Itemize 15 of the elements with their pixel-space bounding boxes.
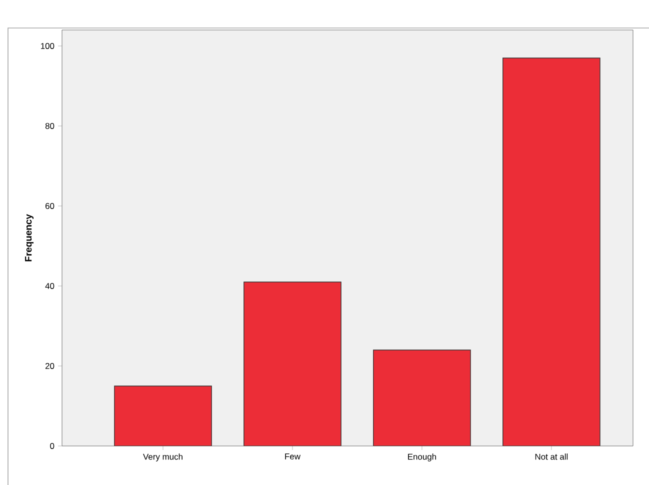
bar xyxy=(114,386,212,446)
y-tick-label: 0 xyxy=(50,442,54,449)
y-tick-label: 80 xyxy=(45,122,54,129)
y-tick-label: 100 xyxy=(41,42,54,49)
y-axis-title: Frequency xyxy=(25,214,34,262)
y-tick-label: 60 xyxy=(46,202,54,209)
x-tick-label: Enough xyxy=(408,454,436,462)
y-tick-label: 20 xyxy=(45,362,54,369)
bar xyxy=(373,350,471,446)
bar xyxy=(502,58,600,446)
bar xyxy=(244,282,342,446)
y-tick-label: 40 xyxy=(45,282,54,289)
x-tick-label: Few xyxy=(285,454,301,460)
x-tick-label: Very much xyxy=(143,454,182,462)
x-tick-label: Not at all xyxy=(535,454,568,460)
